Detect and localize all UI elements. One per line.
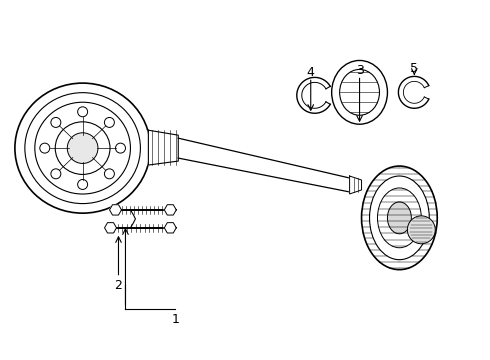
Circle shape [40,143,50,153]
Circle shape [104,117,114,127]
Polygon shape [148,130,178,165]
Circle shape [116,143,125,153]
Text: 3: 3 [356,64,364,77]
Polygon shape [104,222,117,233]
Ellipse shape [67,133,98,163]
Ellipse shape [15,83,150,213]
Text: 2: 2 [115,279,122,292]
Text: 1: 1 [172,313,179,326]
Ellipse shape [362,166,437,270]
Circle shape [51,169,61,179]
Text: 5: 5 [410,62,418,75]
Polygon shape [110,205,122,215]
Circle shape [77,180,88,189]
Text: 4: 4 [307,66,315,79]
Circle shape [407,216,435,244]
Ellipse shape [388,202,412,234]
Circle shape [77,107,88,117]
Polygon shape [178,138,349,192]
Circle shape [104,169,114,179]
Polygon shape [164,222,176,233]
Ellipse shape [332,60,388,124]
Polygon shape [164,205,176,215]
Polygon shape [349,176,362,194]
Circle shape [51,117,61,127]
